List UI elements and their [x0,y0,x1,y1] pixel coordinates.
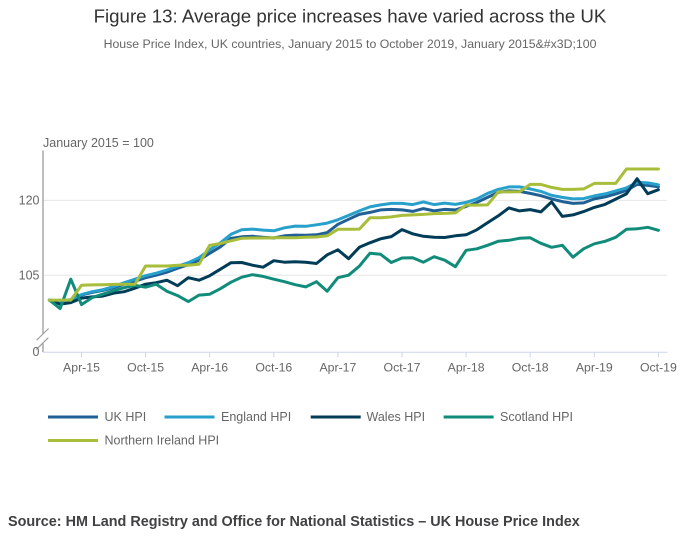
svg-text:January 2015 = 100: January 2015 = 100 [43,136,154,150]
svg-text:120: 120 [19,194,40,208]
svg-text:Figure 13: Average price incre: Figure 13: Average price increases have … [94,6,607,27]
svg-text:Apr-15: Apr-15 [63,361,100,375]
svg-text:UK HPI: UK HPI [105,410,147,424]
svg-text:Oct-19: Oct-19 [640,361,677,375]
svg-text:Apr-18: Apr-18 [448,361,485,375]
svg-text:Scotland HPI: Scotland HPI [500,410,573,424]
svg-text:Northern Ireland HPI: Northern Ireland HPI [105,434,220,448]
svg-text:House Price Index, UK countrie: House Price Index, UK countries, January… [104,37,597,51]
svg-text:Oct-18: Oct-18 [512,361,549,375]
svg-text:Source: HM Land Registry and O: Source: HM Land Registry and Office for … [8,514,580,530]
svg-text:105: 105 [19,268,40,282]
svg-text:Apr-19: Apr-19 [576,361,613,375]
svg-text:Apr-16: Apr-16 [191,361,228,375]
svg-text:Wales HPI: Wales HPI [367,410,426,424]
svg-text:Oct-15: Oct-15 [127,361,164,375]
svg-text:England HPI: England HPI [221,410,291,424]
svg-text:Oct-16: Oct-16 [255,361,292,375]
svg-text:Oct-17: Oct-17 [384,361,421,375]
svg-text:0: 0 [33,345,40,359]
svg-text:Apr-17: Apr-17 [319,361,356,375]
